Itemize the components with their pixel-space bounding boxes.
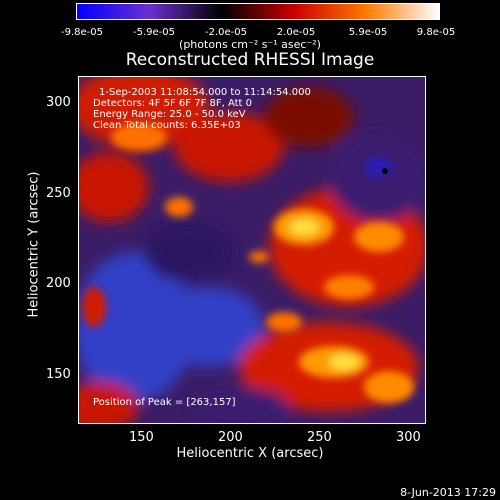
colorbar-units: (photons cm⁻² s⁻¹ asec⁻²)	[179, 38, 321, 51]
colorbar	[76, 3, 440, 20]
colorbar-tick: 2.0e-05	[276, 27, 316, 38]
x-tick-label: 300	[396, 430, 421, 445]
colorbar-tick: -5.9e-05	[133, 27, 175, 38]
time-range-label: 1-Sep-2003 11:08:54.000 to 11:14:54.000	[99, 87, 311, 98]
rhessi-image	[79, 77, 425, 423]
y-tick-label: 200	[46, 276, 71, 291]
energy-range-label: Energy Range: 25.0 - 50.0 keV	[93, 109, 246, 120]
detectors-label: Detectors: 4F 5F 6F 7F 8F, Att 0	[93, 98, 253, 109]
colorbar-tick: -9.8e-05	[61, 27, 103, 38]
image-frame: 1-Sep-2003 11:08:54.000 to 11:14:54.000 …	[78, 76, 426, 424]
x-tick-label: 200	[218, 430, 243, 445]
x-tick-label: 150	[129, 430, 154, 445]
x-tick-label: 250	[307, 430, 332, 445]
colorbar-tick: 9.8e-05	[416, 27, 456, 38]
clean-counts-label: Clean Total counts: 6.35E+03	[93, 120, 241, 131]
image-blobs-bright	[82, 123, 414, 403]
image-title: Reconstructed RHESSI Image	[125, 50, 375, 70]
y-tick-label: 300	[46, 95, 71, 110]
x-axis-label: Heliocentric X (arcsec)	[176, 446, 324, 461]
plot-timestamp: 8-Jun-2013 17:29	[400, 486, 496, 499]
peak-marker	[382, 168, 388, 174]
y-tick-label: 150	[46, 367, 71, 382]
y-axis-label: Heliocentric Y (arcsec)	[26, 171, 42, 318]
colorbar-tick: 5.9e-05	[348, 27, 388, 38]
peak-position-label: Position of Peak = [263,157]	[93, 397, 236, 408]
y-tick-label: 250	[46, 186, 71, 201]
colorbar-tick: -2.0e-05	[205, 27, 247, 38]
